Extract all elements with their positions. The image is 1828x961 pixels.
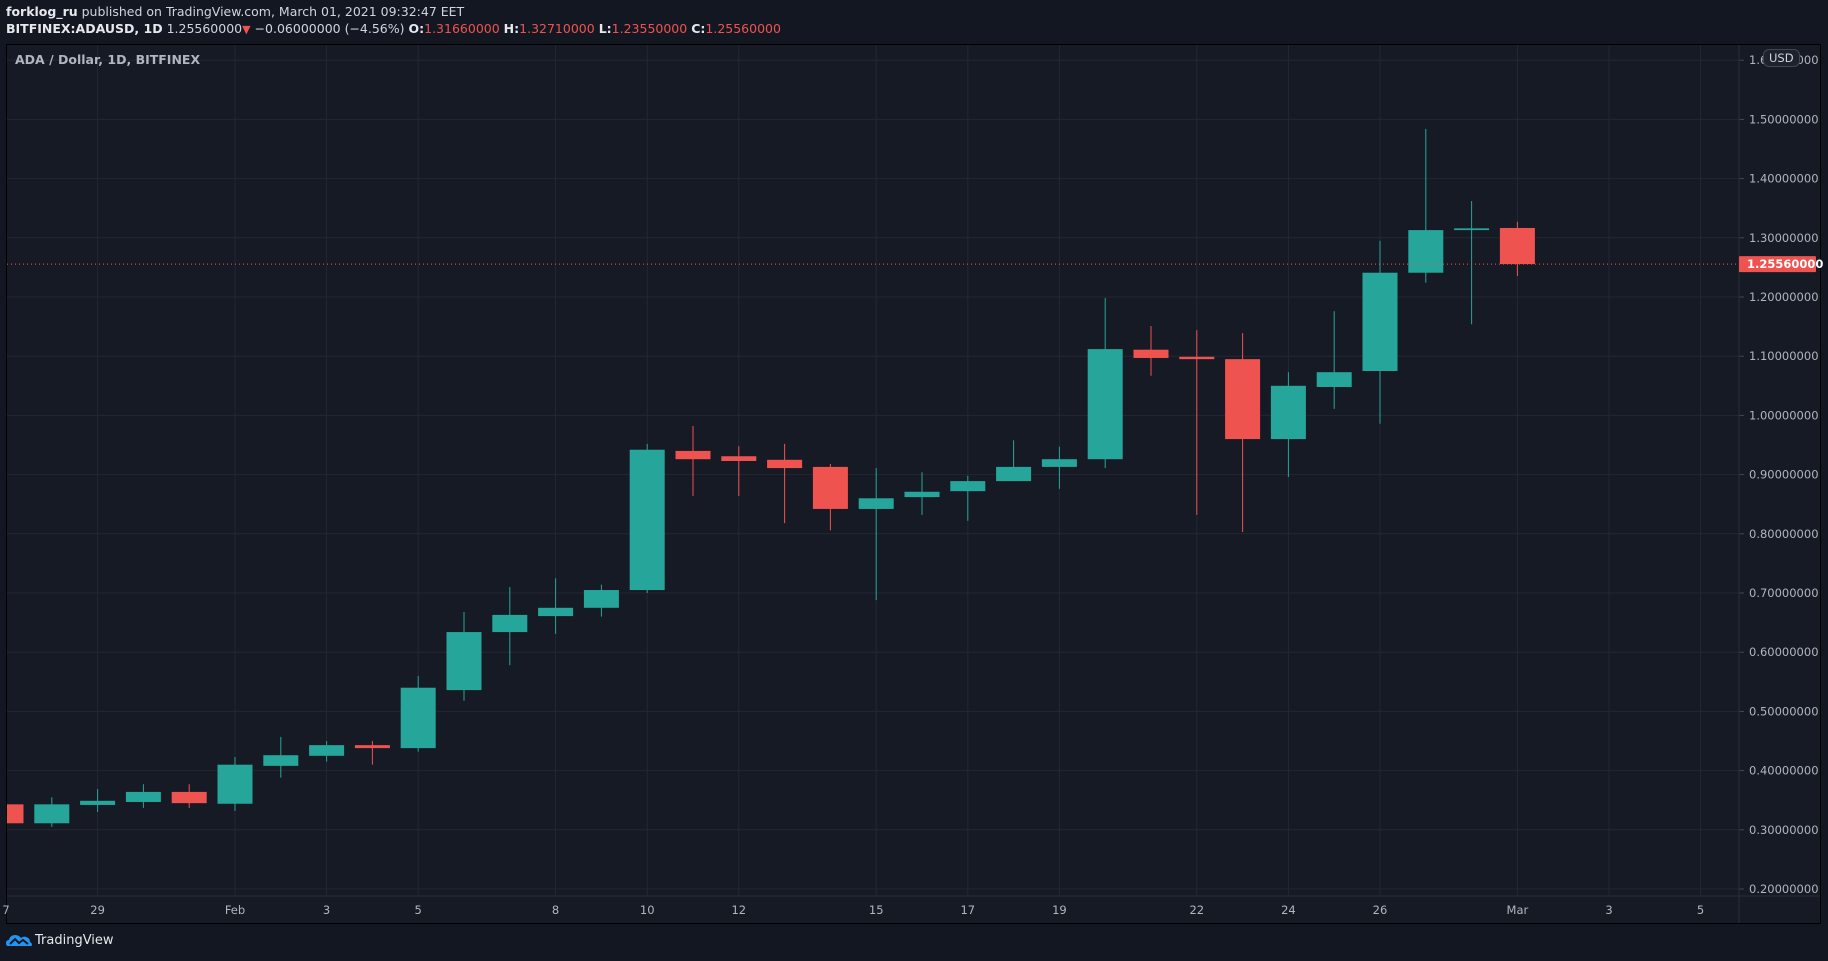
x-axis-label: 3	[323, 903, 330, 917]
high-value: 1.32710000	[519, 21, 595, 36]
high-label: H:	[503, 21, 520, 36]
x-axis-label: 3	[1605, 903, 1612, 917]
close-value: 1.25560000	[705, 21, 781, 36]
publish-info: forklog_ru published on TradingView.com,…	[6, 4, 464, 19]
y-axis-label: 1.20000000	[1749, 290, 1819, 304]
candle-body-up[interactable]	[1408, 230, 1444, 273]
x-axis-label: 22	[1189, 903, 1204, 917]
close-label: C:	[691, 21, 706, 36]
candle-body-down[interactable]	[675, 450, 711, 460]
currency-badge[interactable]: USD	[1763, 49, 1800, 67]
x-axis-label: 29	[90, 903, 105, 917]
x-axis-label: 17	[960, 903, 975, 917]
tradingview-brand: TradingView	[35, 932, 114, 948]
candle-body-up[interactable]	[1087, 349, 1123, 460]
open-label: O:	[408, 21, 425, 36]
candle-body-up[interactable]	[400, 687, 436, 749]
published-text: published on TradingView.com, March 01, …	[81, 4, 465, 19]
chart-legend-title: ADA / Dollar, 1D, BITFINEX	[15, 52, 201, 67]
low-label: L:	[598, 21, 612, 36]
candle-body-down[interactable]	[354, 745, 390, 749]
x-axis-label: Mar	[1507, 903, 1529, 917]
x-axis-label: 10	[640, 903, 655, 917]
y-axis-label: 0.60000000	[1749, 645, 1819, 659]
candles	[0, 128, 1535, 827]
x-axis-label: 24	[1281, 903, 1296, 917]
candle-body-down[interactable]	[721, 456, 757, 461]
y-axis-label: 1.30000000	[1749, 231, 1819, 245]
y-axis-label: 1.40000000	[1749, 172, 1819, 186]
candle-body-down[interactable]	[1133, 349, 1169, 358]
y-axis-label: 1.10000000	[1749, 349, 1819, 363]
y-axis-label: 0.80000000	[1749, 527, 1819, 541]
x-axis-label: 19	[1052, 903, 1067, 917]
candle-body-down[interactable]	[171, 791, 207, 804]
tradingview-cloud-icon	[6, 935, 32, 946]
candle-body-down[interactable]	[0, 804, 24, 824]
candle-body-up[interactable]	[1041, 459, 1077, 467]
last-price-badge	[1739, 256, 1816, 273]
symbol-ohlc-line: BITFINEX:ADAUSD, 1D 1.25560000▼ −0.06000…	[6, 21, 781, 36]
candle-body-up[interactable]	[34, 804, 70, 824]
candle-body-up[interactable]	[492, 614, 528, 633]
candle-body-up[interactable]	[583, 590, 619, 608]
down-triangle-icon: ▼	[242, 23, 251, 36]
y-axis-label: 0.20000000	[1749, 882, 1819, 896]
candle-body-up[interactable]	[1362, 272, 1398, 371]
y-axis-label: 0.40000000	[1749, 764, 1819, 778]
candle-body-down[interactable]	[812, 466, 848, 509]
x-axis-label: 5	[415, 903, 422, 917]
publisher-name[interactable]: forklog_ru	[6, 4, 78, 19]
tradingview-logo[interactable]: TradingView	[6, 932, 114, 948]
candle-body-up[interactable]	[217, 764, 253, 804]
candle-body-up[interactable]	[629, 449, 665, 591]
last-price-label: 1.25560000	[1747, 257, 1823, 271]
x-axis-label: Feb	[225, 903, 245, 917]
x-axis-label: 8	[552, 903, 559, 917]
candle-body-up[interactable]	[904, 491, 940, 498]
y-axis-label: 0.30000000	[1749, 823, 1819, 837]
candle-body-up[interactable]	[263, 755, 299, 766]
candle-body-down[interactable]	[767, 459, 803, 469]
candle-body-up[interactable]	[1316, 372, 1352, 387]
candle-body-up[interactable]	[309, 745, 345, 756]
candle-body-down[interactable]	[1225, 359, 1261, 440]
candle-body-up[interactable]	[950, 481, 986, 492]
candle-body-up[interactable]	[538, 607, 574, 617]
last-price: 1.25560000	[166, 21, 243, 36]
y-axis-label: 0.90000000	[1749, 468, 1819, 482]
y-axis-label: 1.00000000	[1749, 408, 1819, 422]
candle-body-up[interactable]	[125, 791, 161, 802]
y-axis-label: 1.50000000	[1749, 112, 1819, 126]
x-axis-label: 7	[2, 903, 9, 917]
y-axis-label: 0.70000000	[1749, 586, 1819, 600]
candle-body-up[interactable]	[1454, 228, 1490, 231]
candle-body-up[interactable]	[80, 800, 116, 805]
x-axis-label: 12	[731, 903, 746, 917]
low-value: 1.23550000	[611, 21, 688, 36]
x-axis-label: 15	[869, 903, 884, 917]
price-change: −0.06000000 (−4.56%)	[254, 21, 405, 36]
candle-body-up[interactable]	[1270, 385, 1306, 440]
candle-body-up[interactable]	[858, 498, 894, 509]
symbol-name: BITFINEX:ADAUSD, 1D	[6, 21, 163, 36]
x-axis-label: 26	[1373, 903, 1388, 917]
candle-body-down[interactable]	[1499, 227, 1535, 265]
y-axis-label: 0.50000000	[1749, 704, 1819, 718]
x-axis-label: 5	[1697, 903, 1704, 917]
candle-body-up[interactable]	[446, 632, 482, 691]
candle-body-up[interactable]	[996, 466, 1032, 482]
candle-body-down[interactable]	[1179, 356, 1215, 360]
open-value: 1.31660000	[424, 21, 500, 36]
chart-frame	[6, 44, 1821, 924]
